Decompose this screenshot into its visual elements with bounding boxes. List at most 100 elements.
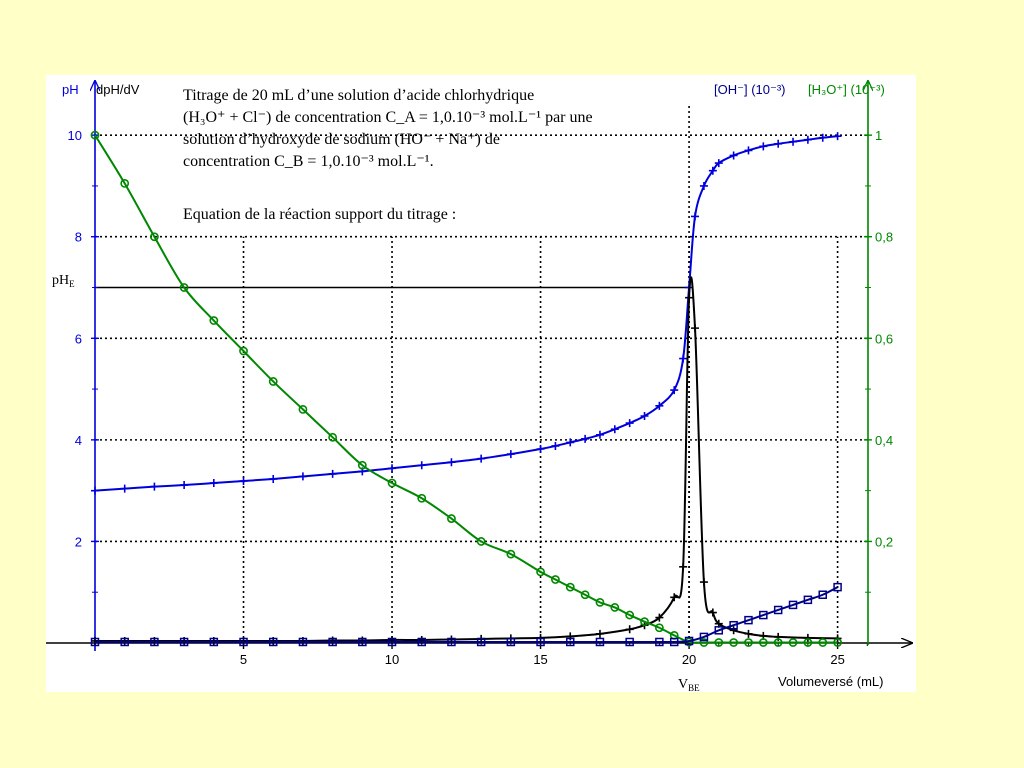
left-tick-label: 6 (75, 331, 82, 346)
vbe-label: VBE (678, 677, 700, 692)
data-point (788, 638, 798, 647)
data-point (685, 293, 694, 302)
data-point (729, 151, 738, 160)
data-point (90, 637, 100, 647)
data-point (506, 450, 515, 459)
series-line (95, 276, 838, 643)
right-tick-label: 0,4 (875, 433, 893, 448)
data-point (744, 146, 753, 155)
data-point (679, 354, 688, 363)
data-point (833, 638, 842, 647)
data-point (789, 137, 798, 146)
data-point (120, 484, 129, 493)
data-point (655, 637, 664, 647)
series-0 (91, 132, 842, 495)
data-point (417, 637, 426, 647)
data-point (476, 537, 486, 546)
data-point (758, 638, 768, 647)
data-point (268, 637, 278, 647)
data-point (610, 425, 619, 434)
data-point (506, 549, 516, 559)
data-point (209, 479, 218, 488)
data-point (90, 130, 100, 140)
data-point (417, 493, 427, 503)
data-point (818, 638, 828, 647)
x-tick-label: 10 (385, 652, 399, 667)
data-point (625, 637, 634, 647)
left-tick-label: 2 (75, 534, 82, 549)
data-point (610, 603, 620, 612)
right-tick-label: 1 (875, 128, 882, 143)
data-point (447, 637, 456, 647)
x-tick-label: 5 (240, 652, 247, 667)
data-point (744, 629, 753, 638)
data-point (773, 638, 783, 647)
data-point (744, 615, 753, 625)
data-point (773, 605, 783, 615)
data-point (328, 469, 337, 478)
description-line-6: Equation de la réaction support du titra… (183, 206, 456, 223)
data-point (699, 632, 709, 642)
right-tick-label: 0,6 (875, 331, 893, 346)
data-point (268, 377, 278, 386)
data-point (387, 637, 397, 647)
data-point (357, 460, 367, 470)
left-tick-label: 8 (75, 230, 82, 245)
data-point (655, 613, 664, 622)
data-point (150, 482, 159, 491)
series-2 (90, 130, 842, 647)
x-axis-label: Volumeversé (mL) (778, 674, 883, 689)
data-point (298, 404, 308, 414)
right-tick-label: 0,8 (875, 230, 893, 245)
data-point (595, 430, 604, 439)
data-point (803, 633, 812, 642)
data-point (536, 637, 545, 647)
data-point (565, 582, 575, 592)
data-point (803, 595, 813, 605)
data-point (180, 481, 189, 490)
data-point (803, 638, 813, 647)
data-point (179, 283, 189, 292)
series-line (94, 586, 839, 644)
data-point (640, 617, 649, 627)
data-point (580, 590, 590, 600)
data-point (447, 458, 456, 467)
description-line-3: solution d’hydroxyde de sodium (HO⁻ + Na… (183, 131, 500, 148)
data-point (818, 590, 827, 600)
data-point (744, 638, 753, 647)
data-point (209, 637, 219, 647)
data-point (566, 438, 575, 447)
data-point (239, 637, 248, 647)
data-point (670, 593, 679, 602)
description-line-1: Titrage de 20 mL d’une solution d’acide … (183, 87, 534, 104)
data-point (714, 626, 724, 635)
data-point (818, 133, 827, 142)
data-point (595, 637, 605, 647)
data-point (120, 179, 130, 188)
data-point (679, 562, 688, 571)
data-point (91, 486, 99, 495)
data-point (670, 386, 679, 395)
data-point (477, 454, 486, 463)
data-point (387, 478, 397, 488)
series-layer (90, 130, 842, 647)
data-point (625, 625, 634, 634)
axes: 5 10 15 20 25 2 4 6 8 10 0,2 0,4 0,6 0,8 1 (46, 81, 912, 667)
data-point (691, 324, 700, 333)
data-point (566, 637, 575, 647)
data-point (447, 514, 456, 523)
data-point (328, 637, 337, 647)
data-point (729, 638, 739, 647)
data-point (298, 472, 307, 481)
data-point (699, 181, 708, 190)
data-point (833, 132, 842, 141)
data-point (729, 626, 738, 635)
series-3 (90, 582, 842, 647)
data-point (551, 441, 560, 450)
data-point (506, 637, 516, 647)
data-point (298, 637, 308, 647)
data-point (536, 567, 545, 577)
data-point (551, 575, 560, 584)
data-point (788, 600, 798, 610)
left-axis-label-dphdv: dpH/dV (96, 82, 140, 97)
